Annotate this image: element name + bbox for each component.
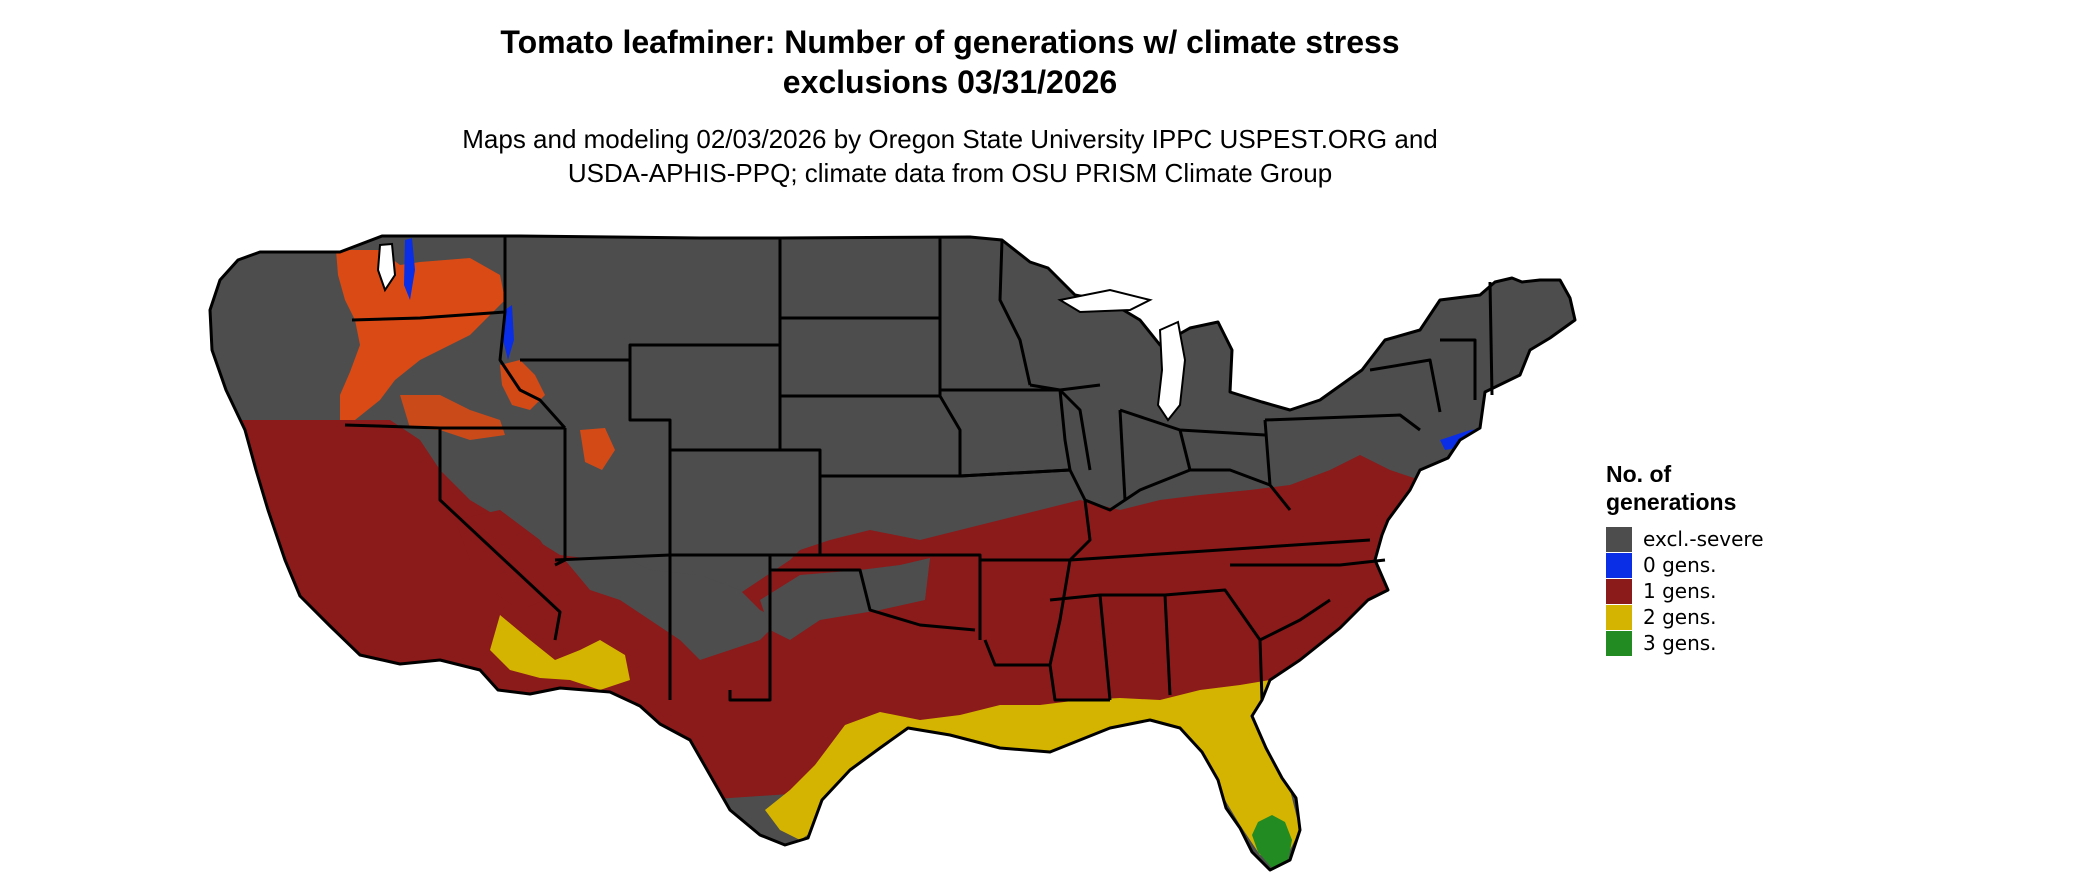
legend-title: No. of generations bbox=[1606, 460, 1866, 516]
legend-title-line-2: generations bbox=[1606, 489, 1737, 515]
legend-swatch bbox=[1606, 578, 1632, 604]
zone-utah-orange bbox=[580, 428, 615, 470]
map-subtitle: Maps and modeling 02/03/2026 by Oregon S… bbox=[360, 122, 1540, 190]
zone-three-generations-keys bbox=[1230, 872, 1270, 882]
map-title: Tomato leafminer: Number of generations … bbox=[380, 22, 1520, 102]
legend-label: 2 gens. bbox=[1643, 605, 1717, 629]
lake-superior bbox=[1057, 288, 1153, 314]
legend-item-zero-gens: 0 gens. bbox=[1606, 552, 1866, 578]
zone-pnw-orange bbox=[336, 250, 505, 420]
puget-sound bbox=[376, 242, 397, 293]
conus-outline bbox=[208, 234, 1577, 872]
zone-texas-panhandle-excluded bbox=[760, 558, 930, 640]
legend-title-line-1: No. of bbox=[1606, 461, 1672, 487]
legend-swatch bbox=[1606, 552, 1632, 578]
legend-label: excl.-severe bbox=[1643, 527, 1764, 551]
lake-michigan bbox=[1156, 320, 1187, 422]
map-subtitle-line-1: Maps and modeling 02/03/2026 by Oregon S… bbox=[462, 124, 1438, 154]
legend-item-two-gens: 2 gens. bbox=[1606, 604, 1866, 630]
zone-three-generations bbox=[1252, 815, 1292, 868]
zone-two-generations-desert bbox=[490, 615, 630, 690]
legend-label: 1 gens. bbox=[1643, 579, 1717, 603]
map-subtitle-line-2: USDA-APHIS-PPQ; climate data from OSU PR… bbox=[567, 158, 1333, 188]
state-borders bbox=[208, 234, 1577, 872]
legend-swatch bbox=[1606, 526, 1632, 552]
legend-item-excluded: excl.-severe bbox=[1606, 526, 1866, 552]
map-title-line-2: exclusions 03/31/2026 bbox=[782, 64, 1118, 100]
legend-swatch bbox=[1606, 630, 1632, 656]
zone-one-generation-basin bbox=[455, 510, 560, 610]
map-title-line-1: Tomato leafminer: Number of generations … bbox=[500, 24, 1400, 60]
legend-label: 3 gens. bbox=[1643, 631, 1717, 655]
legend-item-one-gen: 1 gens. bbox=[1606, 578, 1866, 604]
legend-item-three-gens: 3 gens. bbox=[1606, 630, 1866, 656]
legend-label: 0 gens. bbox=[1643, 553, 1717, 577]
legend-swatch bbox=[1606, 604, 1632, 630]
zone-zero-gens-cascades bbox=[404, 238, 415, 300]
zone-southwest-excluded bbox=[565, 555, 780, 660]
legend: No. of generations excl.-severe 0 gens. … bbox=[1606, 460, 1866, 656]
